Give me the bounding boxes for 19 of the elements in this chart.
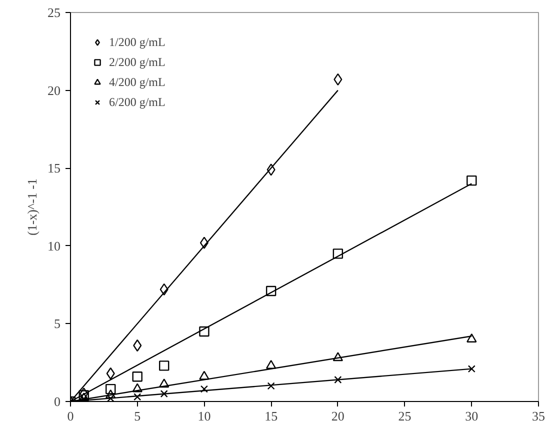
x-tick-label: 20 [331, 408, 344, 424]
legend-label: 2/200 g/mL [109, 54, 166, 70]
y-tick-label: 20 [48, 82, 60, 98]
legend-label: 1/200 g/mL [109, 34, 166, 50]
x-tick-label: 0 [67, 408, 74, 424]
x-tick-label: 15 [264, 408, 278, 424]
y-axis-title: (1-x)^-1 -1 [24, 178, 40, 236]
legend-label: 4/200 g/mL [109, 74, 166, 90]
y-tick-label: 15 [48, 160, 60, 176]
x-tick-label: 35 [532, 408, 545, 424]
legend-label: 6/200 g/mL [109, 94, 166, 110]
x-tick-label: 25 [398, 408, 412, 424]
x-tick-label: 5 [134, 408, 141, 424]
y-tick-label: 10 [48, 238, 60, 254]
y-tick-label: 25 [48, 5, 60, 20]
x-tick-label: 10 [198, 408, 211, 424]
x-tick-label: 30 [465, 408, 478, 424]
y-tick-label: 0 [54, 394, 60, 409]
y-tick-label: 5 [54, 316, 60, 332]
